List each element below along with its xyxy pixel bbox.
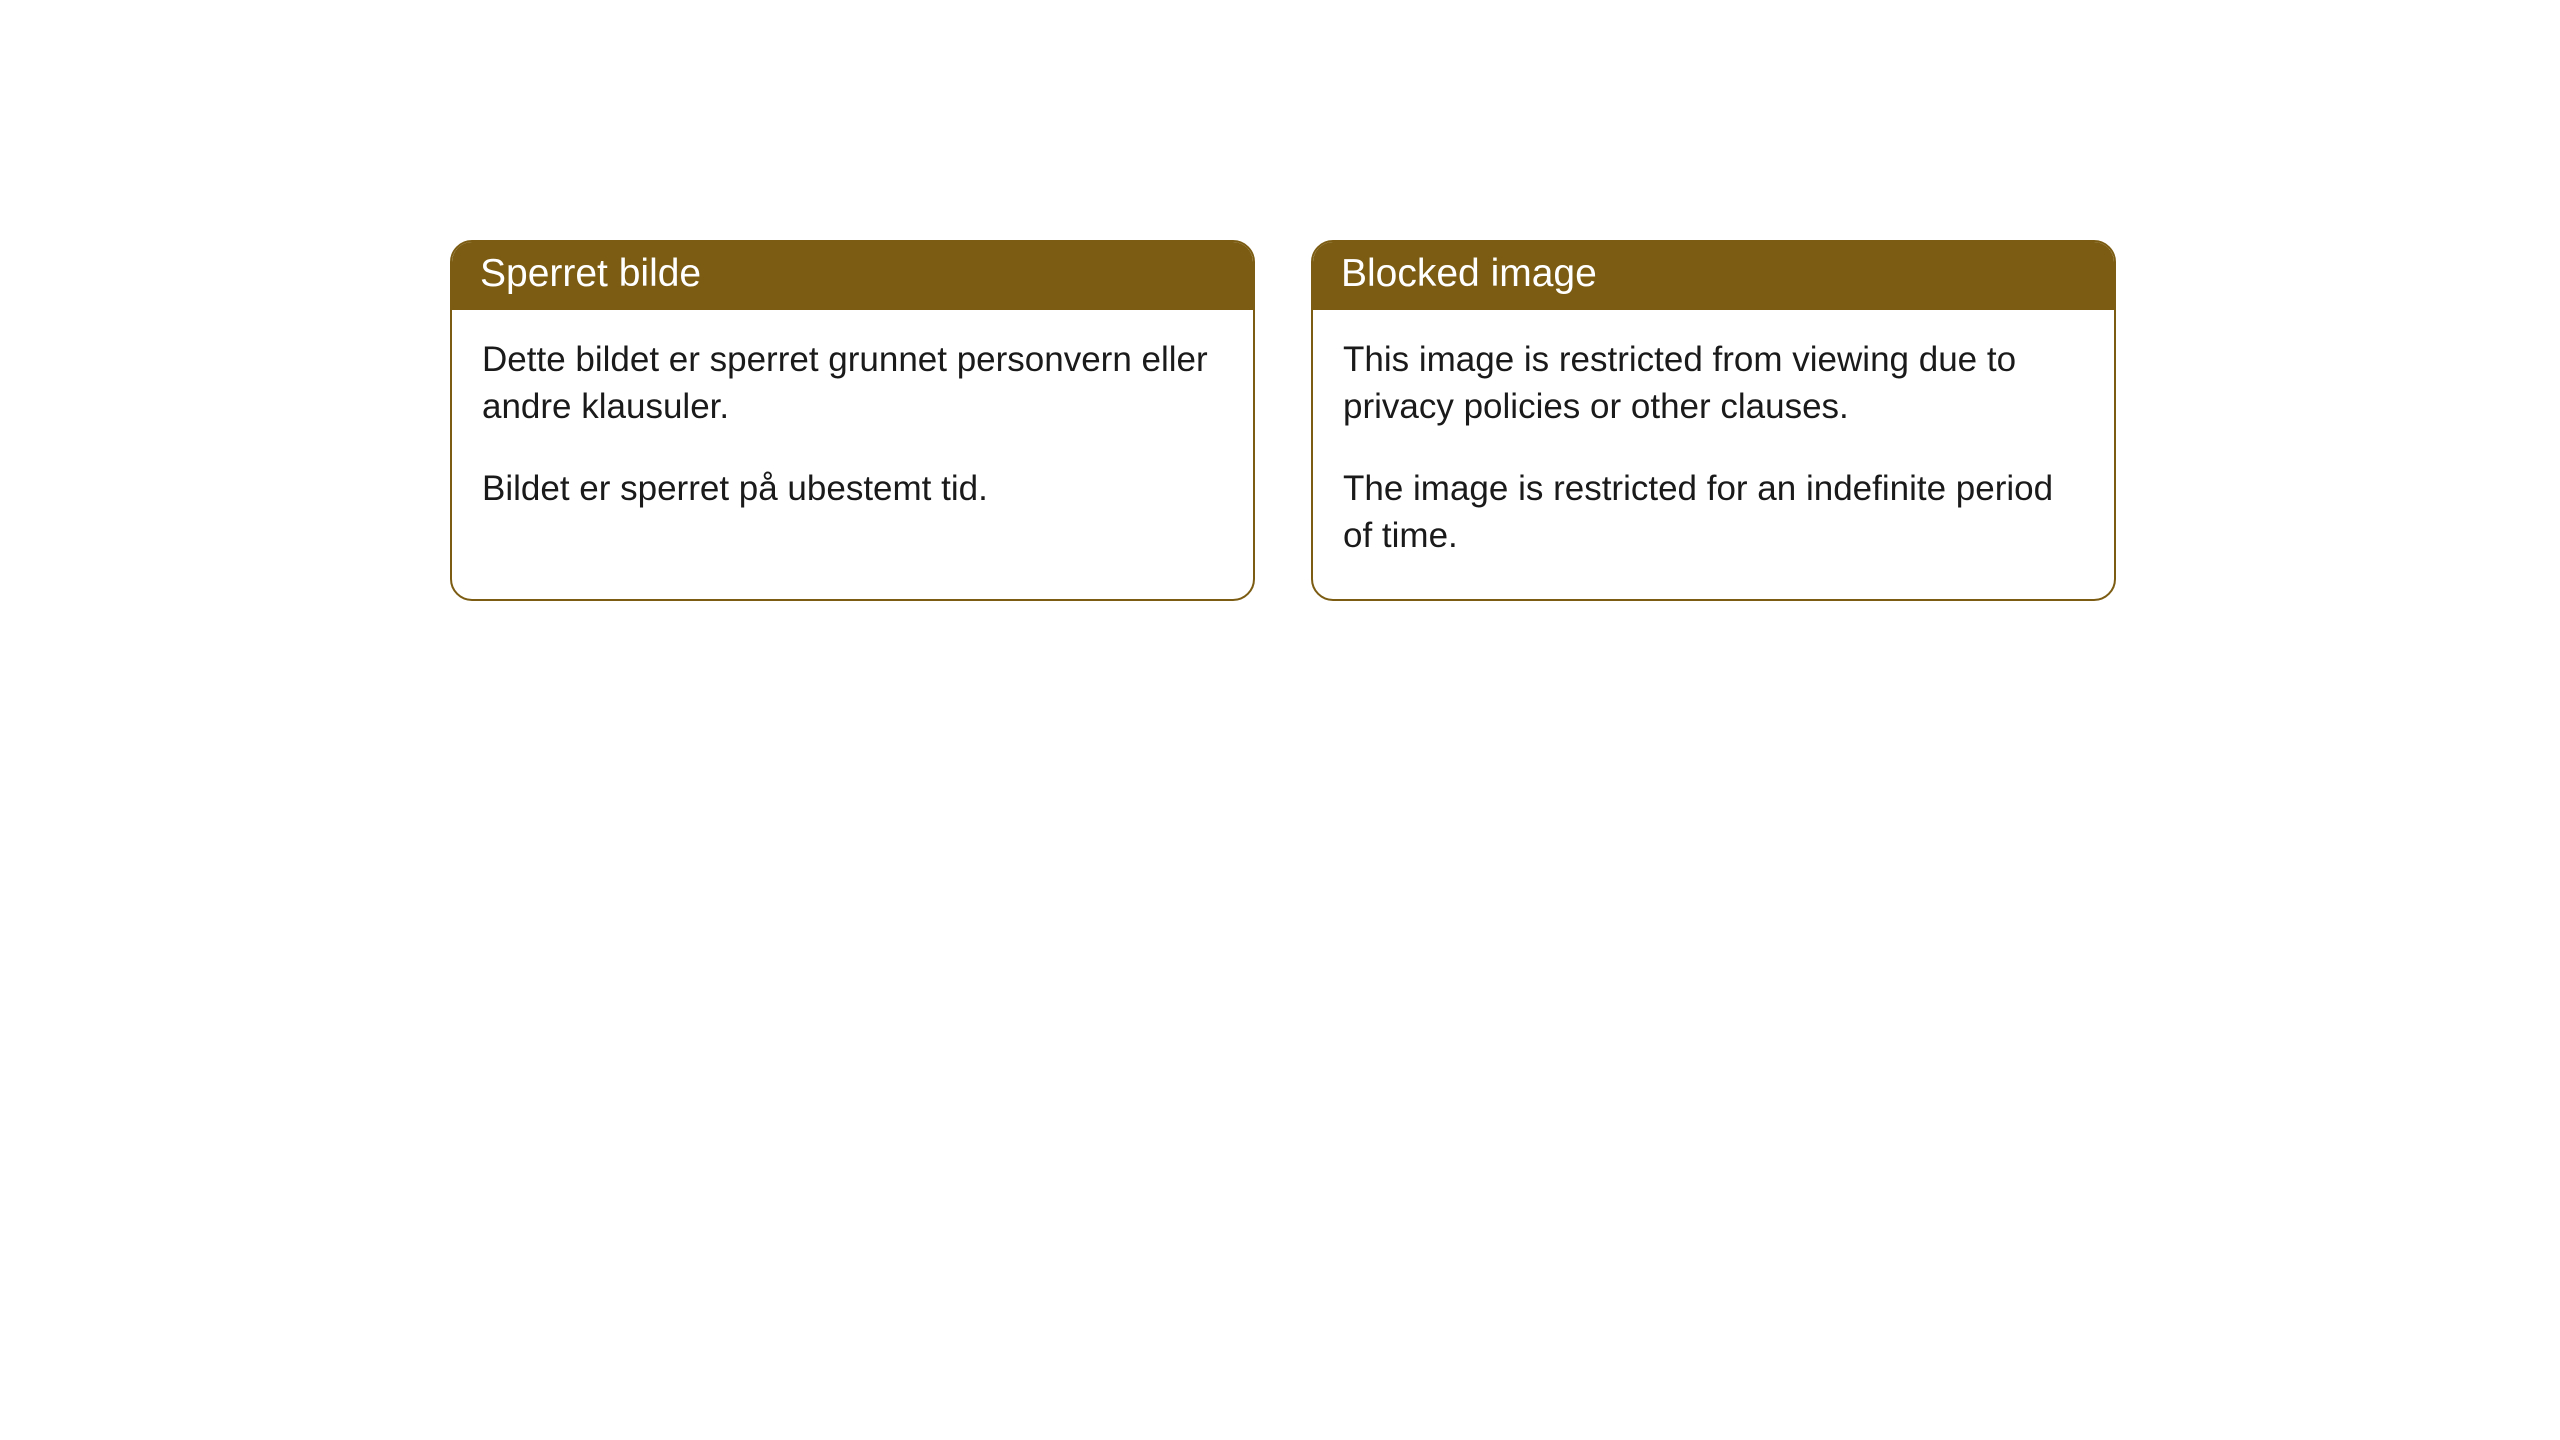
card-body: This image is restricted from viewing du… xyxy=(1313,310,2114,599)
card-header: Blocked image xyxy=(1313,242,2114,310)
card-title: Blocked image xyxy=(1341,252,1597,295)
card-paragraph: The image is restricted for an indefinit… xyxy=(1343,465,2084,560)
card-paragraph: Bildet er sperret på ubestemt tid. xyxy=(482,465,1223,512)
notice-cards-container: Sperret bilde Dette bildet er sperret gr… xyxy=(450,240,2116,601)
card-paragraph: Dette bildet er sperret grunnet personve… xyxy=(482,336,1223,431)
card-paragraph: This image is restricted from viewing du… xyxy=(1343,336,2084,431)
card-body: Dette bildet er sperret grunnet personve… xyxy=(452,310,1253,552)
notice-card-english: Blocked image This image is restricted f… xyxy=(1311,240,2116,601)
notice-card-norwegian: Sperret bilde Dette bildet er sperret gr… xyxy=(450,240,1255,601)
card-title: Sperret bilde xyxy=(480,252,701,295)
card-header: Sperret bilde xyxy=(452,242,1253,310)
